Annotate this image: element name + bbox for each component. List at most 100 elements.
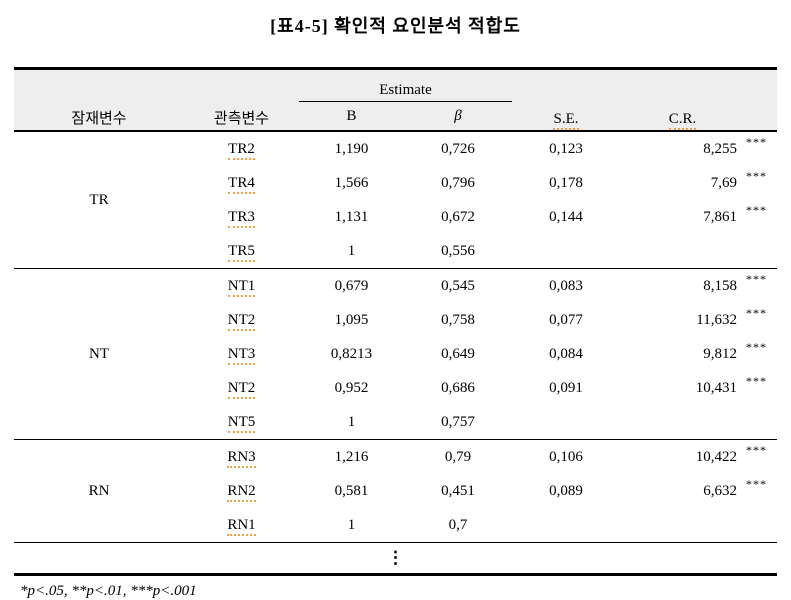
cell-se: 0,077: [549, 311, 583, 328]
observed-variable: TR3: [184, 200, 299, 234]
cell-se: 0,178: [549, 174, 583, 191]
cell-significance: ***: [746, 477, 767, 491]
observed-variable: NT5: [184, 405, 299, 440]
table-row: NT3 0,8213 0,649 0,084 9,812 ***: [14, 337, 777, 371]
cell-b: 1,095: [334, 311, 369, 328]
cell-b: 1,131: [334, 208, 369, 225]
table-row: TR5 1 0,556: [14, 234, 777, 269]
cell-b: 0,581: [334, 482, 369, 499]
cell-significance: [745, 234, 777, 269]
cell-se: 0,091: [549, 379, 583, 396]
header-sig: [745, 69, 777, 132]
cell-cr: 10,431: [695, 379, 737, 396]
cell-significance: ***: [746, 306, 767, 320]
cell-b: 0,952: [334, 379, 369, 396]
cell-beta: 0,796: [441, 174, 475, 191]
cell-beta: 0,545: [404, 268, 512, 303]
cell-cr: 11,632: [696, 311, 737, 328]
header-beta: β: [454, 107, 462, 124]
cell-beta: 0,79: [404, 439, 512, 474]
observed-variable: NT3: [184, 337, 299, 371]
vertical-ellipsis: ⋮: [14, 542, 777, 575]
cell-se: [512, 234, 620, 269]
cell-beta: 0,757: [441, 413, 475, 430]
cell-cr: 8,255: [620, 130, 745, 166]
cell-se: 0,144: [549, 208, 583, 225]
cell-se: 0,089: [549, 482, 583, 499]
observed-variable: TR2: [184, 130, 299, 166]
cell-se: [512, 508, 620, 543]
cell-b: 1,190: [299, 130, 404, 166]
cell-cr: [620, 234, 745, 269]
header-cr: C.R.: [620, 69, 745, 132]
cell-se: 0,123: [512, 130, 620, 166]
cell-b: 0,8213: [330, 345, 373, 362]
table-row: TR4 1,566 0,796 0,178 7,69 ***: [14, 166, 777, 200]
table-row: NT2 1,095 0,758 0,077 11,632 ***: [14, 303, 777, 337]
table-row: RN2 0,581 0,451 0,089 6,632 ***: [14, 474, 777, 508]
cell-b: 1: [347, 516, 356, 533]
cell-beta: 0,7: [448, 516, 468, 533]
latent-group-label: TR: [14, 130, 184, 269]
table-row: NT2 0,952 0,686 0,091 10,431 ***: [14, 371, 777, 405]
cell-b: 1: [347, 242, 356, 259]
observed-variable: TR5: [184, 234, 299, 269]
cell-significance: ***: [745, 268, 777, 303]
header-b: B: [346, 107, 357, 124]
table-row: RN1 1 0,7: [14, 508, 777, 543]
cell-cr: 7,69: [710, 174, 737, 191]
observed-variable: NT2: [184, 303, 299, 337]
cell-significance: ***: [746, 203, 767, 217]
cfa-fit-table: 잠재변수 관측변수 Estimate S.E. C.R. B β TR TR2 …: [14, 67, 777, 576]
observed-variable: RN2: [184, 474, 299, 508]
observed-variable: RN3: [184, 439, 299, 474]
header-se: S.E.: [512, 69, 620, 132]
cell-beta: 0,726: [404, 130, 512, 166]
cell-beta: 0,686: [441, 379, 475, 396]
table-row: TR TR2 1,190 0,726 0,123 8,255 ***: [14, 130, 777, 269]
observed-variable: RN1: [184, 508, 299, 543]
cell-beta: 0,451: [441, 482, 475, 499]
latent-group-label: RN: [14, 439, 184, 543]
observed-variable: NT1: [184, 268, 299, 303]
observed-variable: TR4: [184, 166, 299, 200]
cell-b: 1,216: [299, 439, 404, 474]
table-row: NT NT1 0,679 0,545 0,083 8,158 ***: [14, 268, 777, 440]
table-title: [표4-5] 확인적 요인분석 적합도: [270, 16, 521, 36]
cell-se: [512, 405, 620, 440]
cell-se: 0,084: [549, 345, 583, 362]
cell-beta: 0,556: [441, 242, 475, 259]
observed-variable: NT2: [184, 371, 299, 405]
cell-cr: 6,632: [703, 482, 737, 499]
cell-significance: [745, 508, 777, 543]
cell-significance: ***: [746, 340, 767, 354]
cell-beta: 0,672: [441, 208, 475, 225]
cell-cr: 9,812: [703, 345, 737, 362]
cell-b: 0,679: [299, 268, 404, 303]
cell-cr: 7,861: [703, 208, 737, 225]
cell-significance: ***: [745, 130, 777, 166]
cell-cr: [620, 405, 745, 440]
table-row: NT5 1 0,757: [14, 405, 777, 440]
cell-cr: 8,158: [620, 268, 745, 303]
cell-significance: ***: [746, 169, 767, 183]
header-observed-variable: 관측변수: [213, 111, 270, 127]
header-estimate-group: Estimate: [299, 68, 512, 102]
cell-significance: ***: [745, 439, 777, 474]
table-header: 잠재변수 관측변수 Estimate S.E. C.R. B β: [14, 68, 777, 132]
cell-se: 0,106: [512, 439, 620, 474]
cell-significance: ***: [746, 374, 767, 388]
cell-se: 0,083: [512, 268, 620, 303]
table-row-continuation: ⋮: [14, 542, 777, 575]
latent-group-label: NT: [14, 268, 184, 440]
header-latent-variable: 잠재변수: [71, 111, 127, 127]
significance-footnote: *p<.05, **p<.01, ***p<.001: [20, 583, 197, 599]
cell-beta: 0,758: [441, 311, 475, 328]
table-row: TR3 1,131 0,672 0,144 7,861 ***: [14, 200, 777, 234]
cell-b: 1: [347, 413, 356, 430]
cell-b: 1,566: [334, 174, 369, 191]
cell-significance: [745, 405, 777, 440]
table-row: RN RN3 1,216 0,79 0,106 10,422 ***: [14, 439, 777, 543]
cell-cr: 10,422: [620, 439, 745, 474]
cell-cr: [620, 508, 745, 543]
